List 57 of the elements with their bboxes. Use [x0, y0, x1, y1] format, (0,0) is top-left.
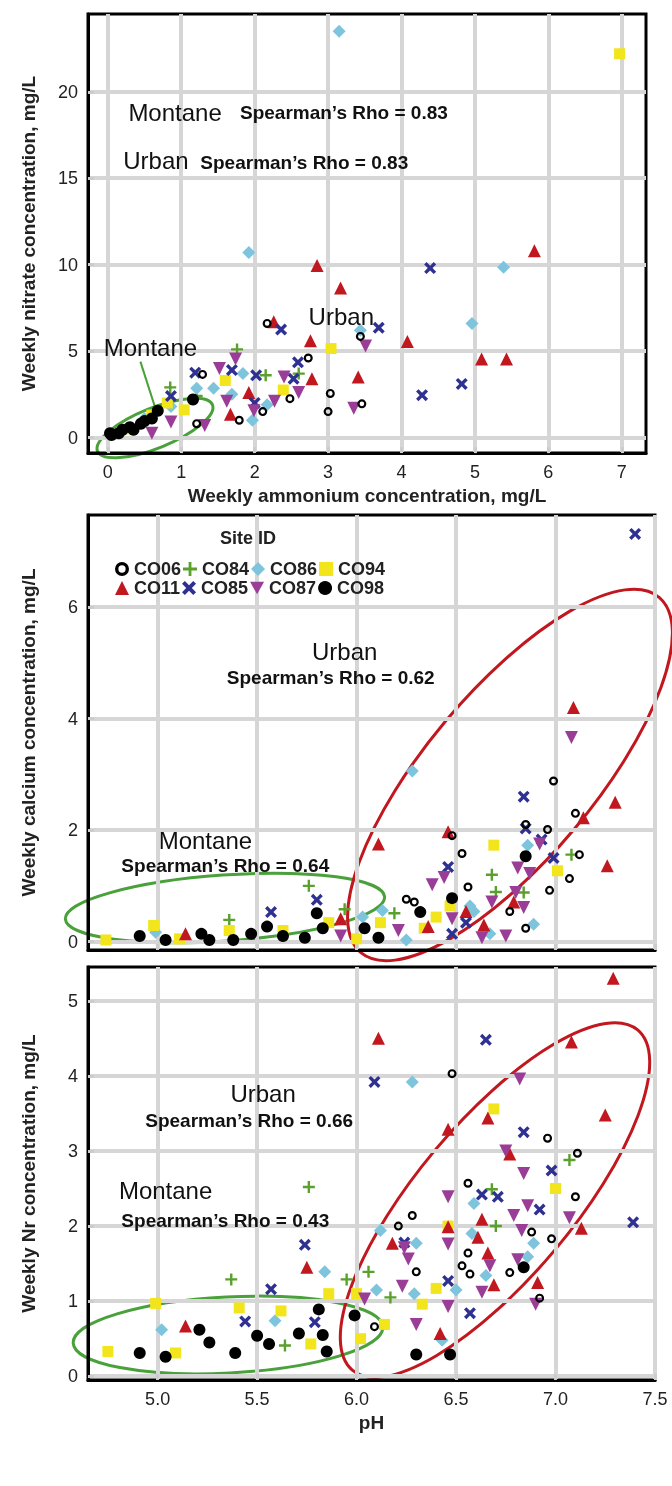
legend-label: CO98: [337, 578, 385, 598]
annotation: Montane: [103, 334, 198, 362]
annotation: Urban: [230, 1079, 296, 1107]
x-axis-title: pH: [358, 1411, 385, 1433]
annotation: Spearman’s Rho = 0.66: [145, 1110, 354, 1132]
legend-label: CO94: [338, 559, 386, 579]
annotation: Montane: [158, 826, 253, 854]
legend-label: CO84: [202, 559, 250, 579]
y-tick-label: 0: [67, 427, 78, 448]
x-tick-label: 7.0: [543, 1389, 569, 1409]
y-tick-label: 5: [67, 990, 78, 1011]
x-tick-label: 6.0: [344, 1389, 370, 1409]
x-tick-label: 2: [249, 462, 260, 483]
x-tick-label: 5.0: [145, 1389, 171, 1409]
annotation: Spearman’s Rho = 0.62: [226, 667, 435, 689]
legend-title: Site ID: [220, 528, 277, 548]
y-tick-label: 6: [67, 597, 78, 618]
y-tick-label: 20: [57, 81, 78, 102]
y-tick-label: 3: [67, 1140, 78, 1161]
x-tick-label: 4: [396, 462, 407, 483]
x-tick-label: 5.5: [244, 1389, 270, 1409]
y-tick-label: 4: [67, 708, 78, 729]
y-tick-label: 0: [67, 931, 78, 952]
y-tick-label: 10: [57, 254, 78, 275]
x-tick-label: 6: [543, 462, 554, 483]
y-tick-label: 2: [67, 1216, 78, 1237]
annotation: Spearman’s Rho = 0.83: [200, 152, 409, 174]
y-axis-title: Weekly calcium concentration, mg/L: [18, 568, 39, 897]
x-tick-label: 3: [323, 462, 334, 483]
y-tick-label: 0: [67, 1366, 78, 1387]
legend-label: CO87: [269, 578, 317, 598]
legend-label: CO11: [134, 578, 181, 598]
y-tick-label: 2: [67, 820, 78, 841]
x-tick-label: 7: [616, 462, 627, 483]
y-tick-label: 5: [67, 341, 78, 362]
annotation: Montane: [118, 1177, 213, 1205]
legend-label: CO86: [270, 559, 318, 579]
y-axis-title: Weekly Nr concentration, mg/L: [18, 1033, 39, 1313]
annotation: Urban: [308, 303, 374, 331]
x-axis-title: Weekly ammonium concentration, mg/L: [187, 485, 547, 506]
x-tick-label: 7.5: [642, 1389, 668, 1409]
x-tick-label: 0: [102, 462, 113, 483]
annotation: Spearman’s Rho = 0.64: [121, 855, 330, 877]
annotation: Urban: [123, 147, 189, 175]
annotation: Spearman’s Rho = 0.43: [121, 1209, 330, 1231]
x-tick-label: 5: [469, 462, 480, 483]
y-axis-title: Weekly nitrate concentration, mg/L: [18, 75, 39, 392]
y-tick-label: 1: [67, 1291, 78, 1312]
annotation: Montane: [128, 99, 222, 127]
annotation: Spearman’s Rho = 0.83: [239, 102, 448, 124]
x-tick-label: 6.5: [443, 1389, 469, 1409]
legend-label: CO06: [134, 559, 182, 579]
annotation: Urban: [311, 637, 378, 665]
legend-label: CO85: [201, 578, 249, 598]
x-tick-label: 1: [176, 462, 187, 483]
y-tick-label: 4: [67, 1065, 78, 1086]
y-tick-label: 15: [57, 168, 78, 189]
